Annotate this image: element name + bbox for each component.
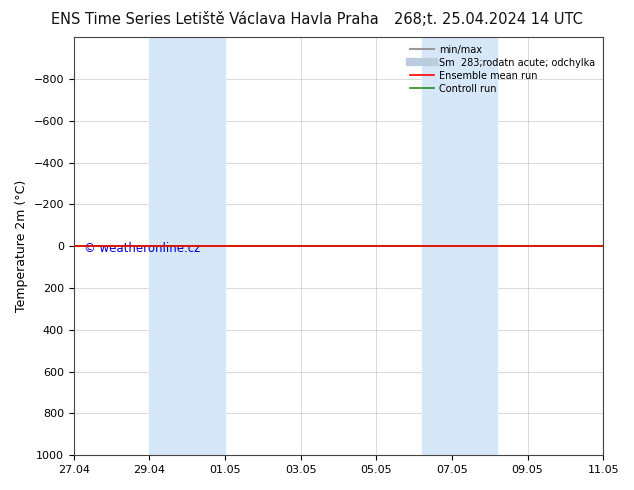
Legend: min/max, Sm  283;rodatn acute; odchylka, Ensemble mean run, Controll run: min/max, Sm 283;rodatn acute; odchylka, … <box>407 42 598 97</box>
Text: 268;t. 25.04.2024 14 UTC: 268;t. 25.04.2024 14 UTC <box>394 12 583 27</box>
Bar <box>422 37 497 455</box>
Text: ENS Time Series Letiště Václava Havla Praha: ENS Time Series Letiště Václava Havla Pr… <box>51 12 378 27</box>
Y-axis label: Temperature 2m (°C): Temperature 2m (°C) <box>15 180 28 312</box>
Text: © weatheronline.cz: © weatheronline.cz <box>84 242 201 255</box>
Bar <box>603 37 634 455</box>
Bar <box>150 37 225 455</box>
